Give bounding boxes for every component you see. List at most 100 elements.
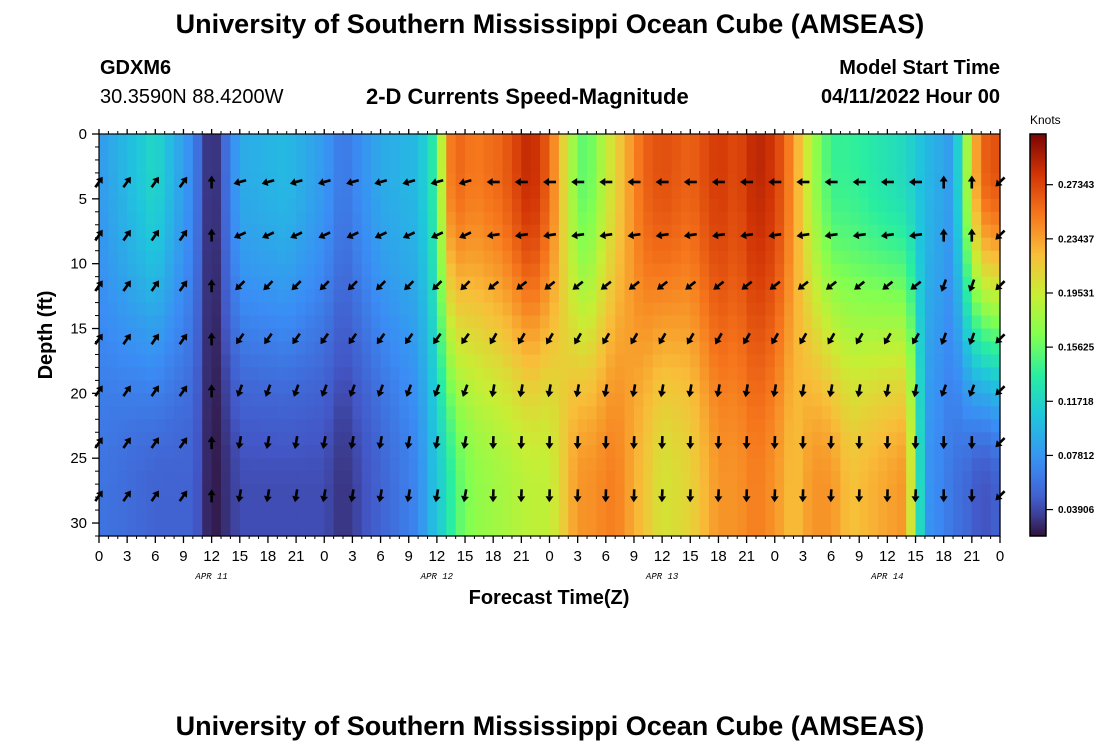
heatmap-cell xyxy=(361,393,372,407)
heatmap-cell xyxy=(418,134,429,148)
heatmap-cell xyxy=(465,497,476,511)
heatmap-cell xyxy=(258,315,269,330)
heatmap-cell xyxy=(211,380,222,394)
heatmap-cell xyxy=(727,185,738,200)
heatmap-cell xyxy=(615,341,626,356)
current-arrow xyxy=(207,489,216,503)
heatmap-cell xyxy=(643,432,654,446)
heatmap-cell xyxy=(117,484,128,498)
heatmap-cell xyxy=(793,341,804,356)
heatmap-cell xyxy=(455,328,466,343)
heatmap-cell xyxy=(221,406,231,420)
heatmap-cell xyxy=(718,406,729,420)
heatmap-cell xyxy=(361,523,372,537)
current-arrow xyxy=(768,178,782,186)
heatmap-cell xyxy=(849,458,860,472)
heatmap-cell xyxy=(699,134,710,148)
heatmap-cell xyxy=(953,172,964,187)
heatmap-cell xyxy=(399,484,410,498)
heatmap-cell xyxy=(690,445,701,459)
heatmap-cell xyxy=(192,328,203,343)
current-arrow xyxy=(486,231,500,240)
heatmap-cell xyxy=(812,406,823,420)
heatmap-cell xyxy=(774,445,785,459)
heatmap-cell xyxy=(267,315,278,330)
heatmap-cell xyxy=(455,250,466,265)
heatmap-cell xyxy=(755,289,766,304)
heatmap-cell xyxy=(155,354,166,369)
heatmap-cell xyxy=(493,289,504,304)
heatmap-cell xyxy=(521,159,532,174)
heatmap-cell xyxy=(558,289,569,304)
heatmap-cell xyxy=(971,393,982,407)
heatmap-cell xyxy=(502,367,513,381)
heatmap-cell xyxy=(361,159,372,174)
heatmap-cell xyxy=(859,198,870,213)
current-arrow xyxy=(178,333,188,345)
heatmap-cell xyxy=(286,185,297,200)
heatmap-cell xyxy=(821,328,832,343)
heatmap-cell xyxy=(859,315,870,330)
heatmap-cell xyxy=(587,198,598,213)
heatmap-cell xyxy=(981,523,992,537)
heatmap-cell xyxy=(155,263,166,278)
heatmap-cell xyxy=(943,263,954,278)
heatmap-cell xyxy=(615,406,626,420)
heatmap-cell xyxy=(183,211,194,226)
heatmap-cell xyxy=(521,367,532,381)
heatmap-cell xyxy=(887,484,898,498)
heatmap-cell xyxy=(136,419,147,433)
heatmap-cell xyxy=(277,146,288,161)
heatmap-cell xyxy=(174,354,185,369)
heatmap-cell xyxy=(399,159,410,174)
heatmap-cell xyxy=(652,159,663,174)
heatmap-cell xyxy=(465,250,476,265)
heatmap-cell xyxy=(277,510,288,524)
heatmap-cell xyxy=(389,380,400,394)
heatmap-cell xyxy=(981,354,992,369)
heatmap-cell xyxy=(624,315,635,330)
heatmap-cell xyxy=(652,328,663,343)
heatmap-cell xyxy=(671,146,682,161)
heatmap-cell xyxy=(840,302,851,317)
heatmap-cell xyxy=(624,211,635,226)
heatmap-cell xyxy=(877,276,888,291)
heatmap-cell xyxy=(662,510,673,524)
current-arrow xyxy=(827,436,835,450)
heatmap-cell xyxy=(418,510,429,524)
heatmap-cell xyxy=(127,484,138,498)
heatmap-cell xyxy=(239,380,250,394)
heatmap-cell xyxy=(915,146,926,161)
heatmap-cell xyxy=(812,380,823,394)
heatmap-cell xyxy=(99,198,109,213)
heatmap-cell xyxy=(164,354,175,369)
current-arrow xyxy=(489,332,498,345)
heatmap-cell xyxy=(671,432,682,446)
heatmap-cell xyxy=(746,380,757,394)
x-tick-label: 9 xyxy=(179,548,187,565)
heatmap-cell xyxy=(831,250,842,265)
heatmap-cell xyxy=(587,471,598,485)
heatmap-cell xyxy=(849,224,860,239)
heatmap-cell xyxy=(746,185,757,200)
heatmap-cell xyxy=(249,315,260,330)
heatmap-cell xyxy=(840,198,851,213)
heatmap-cell xyxy=(314,445,325,459)
heatmap-cell xyxy=(737,198,748,213)
heatmap-cell xyxy=(267,471,278,485)
heatmap-cell xyxy=(990,159,1001,174)
heatmap-cell xyxy=(455,224,466,239)
heatmap-cell xyxy=(737,328,748,343)
heatmap-cell xyxy=(249,159,260,174)
heatmap-cell xyxy=(174,341,185,356)
heatmap-cell xyxy=(831,224,842,239)
heatmap-cell xyxy=(258,445,269,459)
heatmap-cell xyxy=(906,198,917,213)
heatmap-cell xyxy=(540,237,551,252)
heatmap-cell xyxy=(455,172,466,187)
current-arrow xyxy=(798,384,807,398)
current-arrow xyxy=(433,332,442,345)
heatmap-cell xyxy=(840,380,851,394)
heatmap-cell xyxy=(296,523,307,537)
heatmap-cell xyxy=(549,523,560,537)
